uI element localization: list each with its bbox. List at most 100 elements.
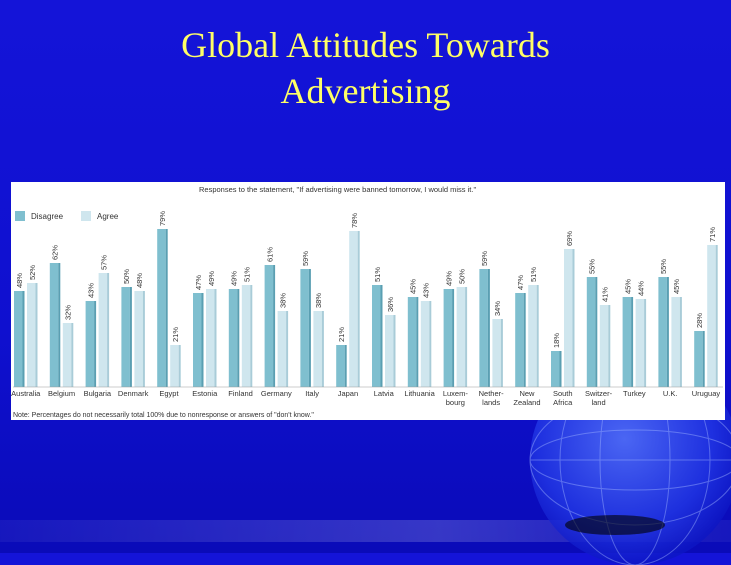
category-label-nether-lands-line2: lands [482, 398, 500, 407]
bar-shade-agree-uruguay [715, 245, 718, 387]
bars-layer: 48% 52% Australia 62% 32% Belgium 43% 57% Bulgar… [11, 211, 720, 407]
bar-agree-luxem-bourg [456, 287, 466, 387]
bar-shade-disagree-lithuania [416, 297, 419, 387]
data-label-agree-estonia: 49% [207, 271, 216, 286]
data-label-agree-japan: 78% [350, 213, 359, 228]
bar-shade-agree-japan [357, 231, 360, 387]
legend: Disagree Agree [15, 211, 119, 221]
data-label-agree-bulgaria: 57% [99, 255, 108, 270]
bar-disagree-luxem-bourg [443, 289, 453, 387]
category-label-denmark: Denmark [118, 389, 149, 398]
category-label-australia: Australia [11, 389, 41, 398]
bar-shade-disagree-bulgaria [94, 301, 97, 387]
bar-shade-agree-turkey [644, 299, 647, 387]
data-label-disagree-u-k-: 55% [659, 259, 668, 274]
category-label-switzer-land-line2: land [591, 398, 605, 407]
data-label-disagree-luxem-bourg: 49% [444, 271, 453, 286]
bar-agree-finland [241, 285, 251, 387]
bar-shade-agree-italy [321, 311, 324, 387]
data-label-disagree-lithuania: 45% [409, 279, 418, 294]
data-label-disagree-egypt: 79% [158, 211, 167, 226]
category-label-newzealand-line2: Zealand [513, 398, 540, 407]
data-label-disagree-uruguay: 28% [695, 313, 704, 328]
bar-shade-disagree-egypt [165, 229, 168, 387]
category-label-luxem-bourg-line1: Luxem- [443, 389, 469, 398]
bar-shade-disagree-denmark [129, 287, 132, 387]
bar-shade-agree-finland [250, 285, 253, 387]
legend-label-disagree: Disagree [31, 212, 64, 221]
bar-shade-agree-denmark [142, 291, 145, 387]
data-label-disagree-belgium: 62% [51, 245, 60, 260]
bar-shade-disagree-estonia [201, 293, 204, 387]
bar-disagree-southafrica [551, 351, 560, 387]
bar-agree-lithuania [420, 301, 430, 387]
category-label-germany: Germany [261, 389, 292, 398]
bar-shade-disagree-finland [237, 289, 240, 387]
bar-shade-agree-luxem-bourg [465, 287, 468, 387]
bar-agree-switzer-land [599, 305, 609, 387]
data-label-disagree-japan: 21% [337, 327, 346, 342]
legend-swatch-agree [81, 211, 91, 221]
category-label-finland: Finland [228, 389, 253, 398]
bar-disagree-u-k- [658, 277, 667, 387]
data-label-agree-egypt: 21% [171, 327, 180, 342]
bar-disagree-turkey [622, 297, 632, 387]
legend-label-agree: Agree [97, 212, 119, 221]
bar-agree-u-k- [671, 297, 680, 387]
data-label-agree-australia: 52% [28, 265, 37, 280]
slide-title-line2: Advertising [280, 71, 451, 111]
data-label-disagree-switzer-land: 55% [588, 259, 597, 274]
category-label-uruguay: Uruguay [692, 389, 721, 398]
bar-shade-disagree-uruguay [702, 331, 705, 387]
bar-disagree-australia [14, 291, 23, 387]
bar-shade-agree-estonia [214, 289, 217, 387]
bar-disagree-japan [336, 345, 345, 387]
bar-agree-uruguay [707, 245, 716, 387]
globe-shadow [565, 515, 665, 535]
bar-shade-agree-lithuania [429, 301, 432, 387]
bar-disagree-latvia [372, 285, 381, 387]
data-label-disagree-italy: 59% [301, 251, 310, 266]
data-label-disagree-newzealand: 47% [516, 275, 525, 290]
legend-swatch-disagree [15, 211, 25, 221]
bar-shade-agree-egypt [178, 345, 181, 387]
bar-shade-disagree-japan [344, 345, 347, 387]
footer-band [0, 520, 731, 542]
category-label-latvia: Latvia [374, 389, 395, 398]
data-label-disagree-latvia: 51% [373, 267, 382, 282]
bar-agree-australia [27, 283, 36, 387]
data-label-disagree-estonia: 47% [194, 275, 203, 290]
bar-shade-agree-latvia [393, 315, 396, 387]
bar-shade-agree-u-k- [679, 297, 682, 387]
bar-shade-disagree-u-k- [666, 277, 669, 387]
bar-agree-turkey [635, 299, 645, 387]
category-label-newzealand-line1: New [519, 389, 535, 398]
bar-chart: Responses to the statement, "If advertis… [11, 185, 723, 419]
bar-agree-latvia [385, 315, 394, 387]
bar-disagree-bulgaria [85, 301, 95, 387]
bar-disagree-switzer-land [586, 277, 596, 387]
bar-shade-disagree-nether-lands [487, 269, 490, 387]
category-label-belgium: Belgium [48, 389, 75, 398]
slide-title: Global Attitudes Towards Advertising [0, 22, 731, 114]
bar-shade-agree-nether-lands [500, 319, 503, 387]
bar-agree-newzealand [528, 285, 537, 387]
data-label-disagree-turkey: 45% [623, 279, 632, 294]
category-label-switzer-land-line1: Switzer- [585, 389, 613, 398]
data-label-disagree-australia: 48% [15, 273, 24, 288]
data-label-agree-denmark: 48% [135, 273, 144, 288]
data-label-agree-belgium: 32% [64, 305, 73, 320]
category-label-japan: Japan [338, 389, 358, 398]
bar-agree-belgium [62, 323, 72, 387]
bar-shade-agree-australia [35, 283, 38, 387]
data-label-agree-luxem-bourg: 50% [457, 269, 466, 284]
data-label-agree-nether-lands: 34% [493, 301, 502, 316]
bar-disagree-germany [264, 265, 274, 387]
data-label-disagree-finland: 49% [230, 271, 239, 286]
bar-disagree-italy [300, 269, 309, 387]
category-label-lithuania: Lithuania [404, 389, 435, 398]
data-label-agree-italy: 38% [314, 293, 323, 308]
data-label-agree-lithuania: 43% [422, 283, 431, 298]
bar-shade-agree-bulgaria [107, 273, 110, 387]
data-label-agree-southafrica: 69% [565, 231, 574, 246]
